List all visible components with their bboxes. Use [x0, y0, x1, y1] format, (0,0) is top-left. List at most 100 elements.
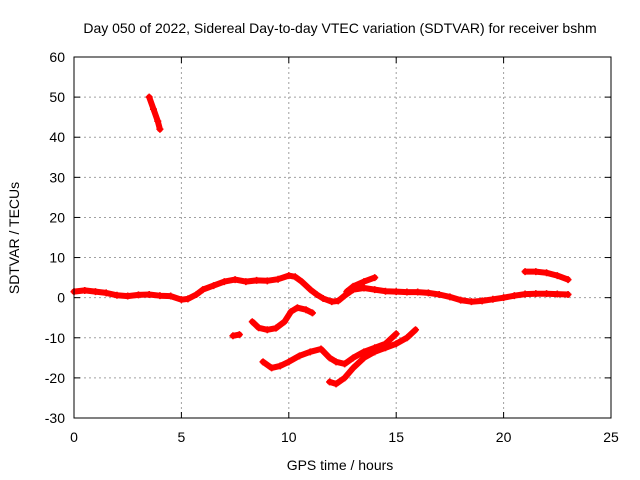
data-point: [177, 296, 185, 304]
data-point: [235, 331, 243, 339]
data-point: [403, 288, 411, 296]
data-point: [543, 290, 551, 298]
data-point: [276, 362, 284, 370]
x-tick-label: 10: [281, 429, 297, 445]
data-point: [392, 288, 400, 296]
data-point: [349, 282, 357, 290]
x-tick-label: 0: [70, 429, 78, 445]
data-point: [435, 290, 443, 298]
data-point: [167, 292, 175, 300]
data-point: [371, 274, 379, 282]
data-point: [113, 291, 121, 299]
x-tick-label: 20: [496, 429, 512, 445]
data-point: [293, 304, 301, 312]
data-point: [248, 318, 256, 326]
data-point: [510, 292, 518, 300]
data-point: [145, 290, 153, 298]
data-point: [306, 286, 314, 294]
data-point: [259, 358, 267, 366]
data-point: [285, 358, 293, 366]
chart-title: Day 050 of 2022, Sidereal Day-to-day VTE…: [83, 20, 596, 36]
data-point: [446, 293, 454, 301]
y-tick-label: 0: [57, 290, 65, 306]
data-point: [274, 275, 282, 283]
data-point: [424, 289, 432, 297]
data-point: [154, 117, 162, 125]
trace-arc-6: [249, 304, 316, 333]
data-point: [349, 364, 357, 372]
y-tick-label: 10: [49, 250, 65, 266]
data-point: [467, 298, 475, 306]
data-point: [285, 272, 293, 280]
trace-arc-1: [146, 94, 163, 133]
data-point: [281, 318, 289, 326]
data-point: [564, 276, 572, 284]
data-point: [134, 291, 142, 299]
data-point: [306, 348, 314, 356]
data-point: [184, 295, 192, 303]
data-point: [360, 278, 368, 286]
data-point: [343, 288, 351, 296]
data-point: [360, 348, 368, 356]
data-point: [229, 332, 237, 340]
data-point: [553, 272, 561, 280]
data-point: [242, 278, 250, 286]
trace-arc-8: [326, 326, 419, 387]
data-point: [371, 286, 379, 294]
data-point: [414, 288, 422, 296]
data-point: [403, 334, 411, 342]
y-tick-label: 40: [49, 129, 65, 145]
y-tick-label: -20: [45, 370, 65, 386]
data-point: [220, 278, 228, 286]
data-point: [326, 378, 334, 386]
data-point: [332, 358, 340, 366]
data-point: [308, 309, 316, 317]
data-point: [360, 284, 368, 292]
data-point: [532, 290, 540, 298]
data-point: [478, 297, 486, 305]
data-point: [272, 324, 280, 332]
data-point: [255, 324, 263, 332]
x-tick-label: 5: [178, 429, 186, 445]
data-point: [313, 290, 321, 298]
data-point: [298, 278, 306, 286]
data-point: [332, 380, 340, 388]
data-point: [192, 290, 200, 298]
trace-arc-3: [343, 274, 378, 295]
data-point: [457, 296, 465, 304]
data-point: [231, 276, 239, 284]
data-point: [124, 292, 132, 300]
data-point: [381, 344, 389, 352]
data-point: [564, 290, 572, 298]
data-point: [326, 354, 334, 362]
data-point: [210, 282, 218, 290]
x-tick-label: 15: [388, 429, 404, 445]
data-point: [381, 287, 389, 295]
data-point: [302, 306, 310, 314]
data-point: [287, 308, 295, 316]
data-traces: [70, 93, 572, 388]
data-point: [296, 352, 304, 360]
data-point: [328, 298, 336, 306]
data-point: [553, 290, 561, 298]
y-tick-label: 60: [49, 49, 65, 65]
x-tick-label: 25: [603, 429, 619, 445]
y-tick-label: 30: [49, 169, 65, 185]
data-point: [341, 374, 349, 382]
y-tick-label: 50: [49, 89, 65, 105]
plot-frame: [73, 56, 612, 419]
data-point: [543, 269, 551, 277]
data-point: [263, 326, 271, 334]
data-point: [532, 268, 540, 276]
data-point: [371, 348, 379, 356]
data-point: [334, 297, 342, 305]
data-point: [521, 268, 529, 276]
data-point: [199, 286, 207, 294]
data-point: [500, 294, 508, 302]
data-point: [521, 290, 529, 298]
y-tick-label: -30: [45, 410, 65, 426]
data-point: [91, 288, 99, 296]
data-point: [81, 286, 89, 294]
data-point: [156, 292, 164, 300]
